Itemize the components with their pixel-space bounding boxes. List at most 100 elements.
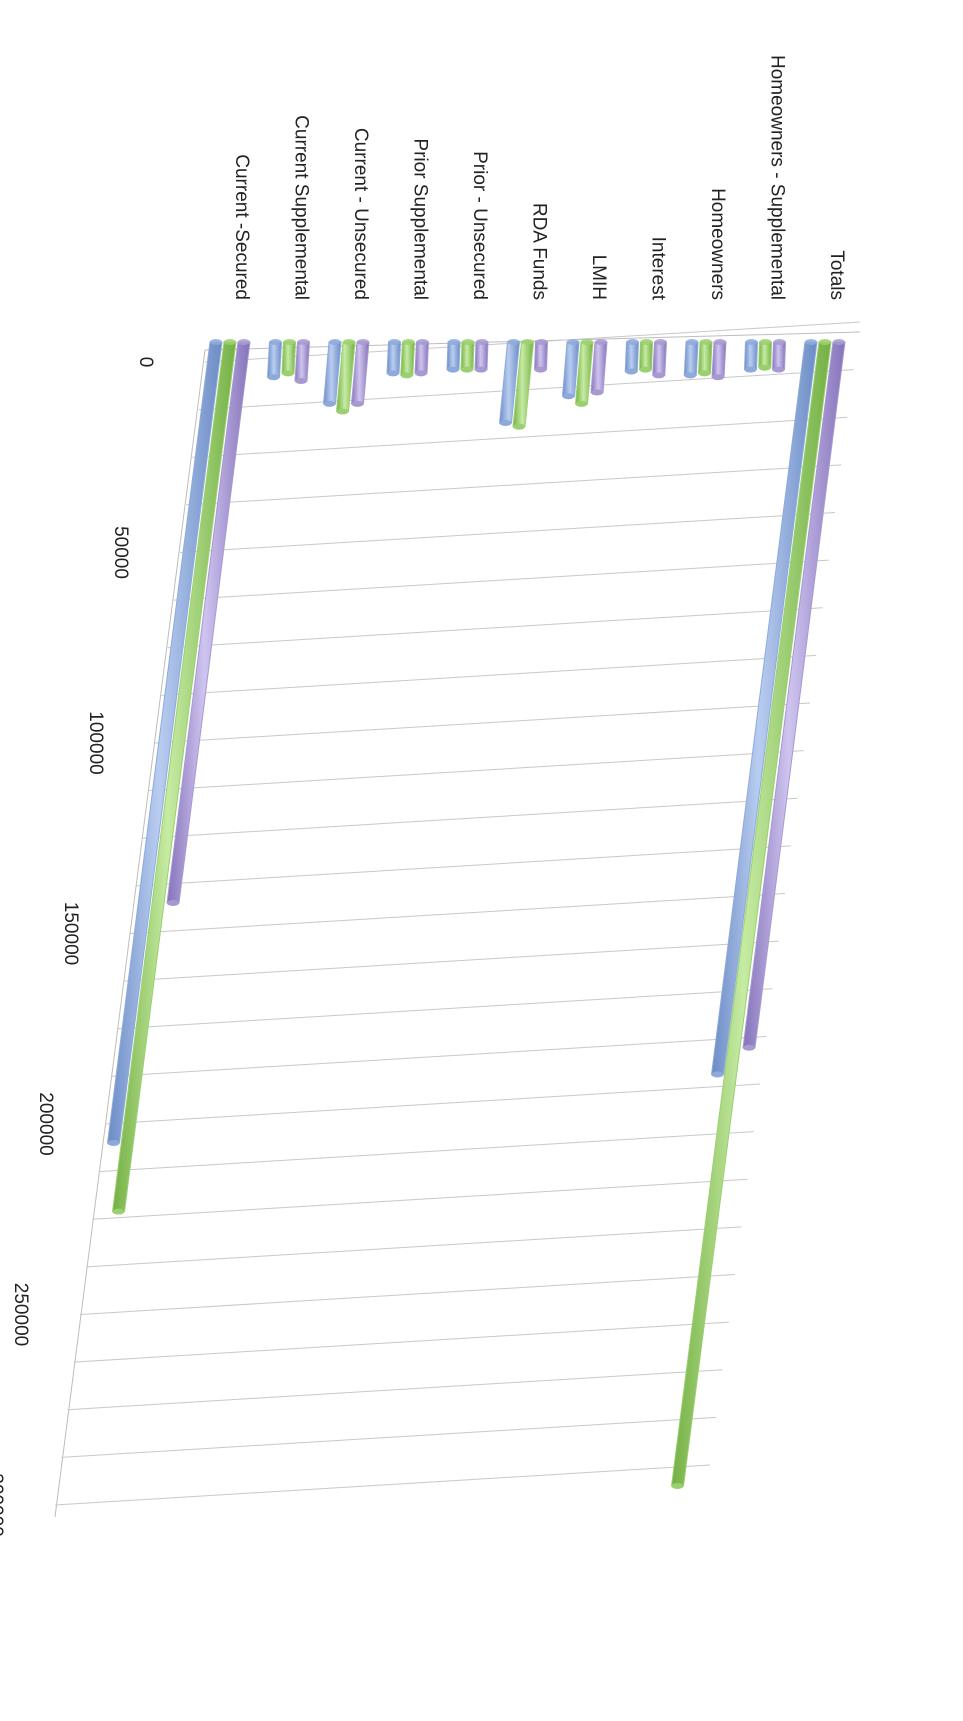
bar-base <box>224 339 236 345</box>
category-label: Homeowners <box>707 188 728 300</box>
bar-base <box>402 339 415 345</box>
bar <box>771 339 787 373</box>
gridline <box>92 1178 748 1220</box>
bar-body <box>743 341 759 371</box>
bar-base <box>567 339 579 345</box>
bar <box>400 339 416 379</box>
gridline <box>67 1369 723 1411</box>
bar-body <box>697 341 713 374</box>
bar-base <box>626 339 639 345</box>
bar <box>111 339 237 1215</box>
bar-base <box>535 339 548 345</box>
category-label: Current -Secured <box>231 154 252 300</box>
gridline <box>148 750 804 792</box>
bar-cap <box>772 366 785 373</box>
bar-base <box>833 339 845 345</box>
bar-body <box>266 341 283 378</box>
category-label: Interest <box>648 237 669 301</box>
bar-body <box>638 341 654 371</box>
bar <box>266 339 283 381</box>
bar <box>498 339 521 426</box>
bar-body <box>414 341 430 374</box>
bar-base <box>329 339 341 345</box>
tick-label: 250000 <box>10 1283 31 1346</box>
category-label: Totals <box>826 250 847 300</box>
gridline <box>186 464 842 506</box>
tick-label: 200000 <box>35 1092 56 1155</box>
bar <box>683 339 699 379</box>
bar-cap <box>591 389 603 396</box>
bar-body <box>533 341 549 371</box>
bar-body <box>758 341 773 369</box>
category-label: Current - Unsecured <box>350 128 371 300</box>
gridline <box>161 654 817 696</box>
bar-cap <box>499 419 512 426</box>
gridline <box>104 1083 761 1125</box>
bar <box>742 339 846 1051</box>
category-label: LMIH <box>588 255 609 300</box>
bar-cap <box>625 368 638 375</box>
gridline <box>61 1416 717 1458</box>
bar-cap <box>295 378 307 385</box>
gridline <box>192 416 848 458</box>
bar <box>294 339 311 385</box>
tick-label: 150000 <box>60 902 81 965</box>
bar-cap <box>447 366 459 373</box>
bar <box>350 339 370 407</box>
gridline <box>54 1464 711 1506</box>
bar-cap <box>575 400 588 407</box>
bar-cap <box>475 366 487 373</box>
bar <box>533 339 549 373</box>
bar <box>474 339 489 373</box>
bar-base <box>581 339 593 345</box>
bar <box>670 339 832 1489</box>
bar-body <box>106 341 223 1144</box>
bar-cap <box>652 372 665 379</box>
gridline <box>167 607 823 649</box>
gridlines <box>54 321 861 1506</box>
bar <box>106 339 223 1147</box>
bar-cap <box>671 1482 684 1489</box>
bar-cap <box>400 372 413 379</box>
bar-base <box>805 339 817 345</box>
bar-body <box>670 341 832 1487</box>
bar-cap <box>107 1140 120 1147</box>
category-label: Current Supplemental <box>291 115 312 300</box>
bar-base <box>773 339 786 345</box>
bar-base <box>654 339 667 345</box>
bar-body <box>624 341 640 373</box>
bar <box>166 339 251 907</box>
bar-cap <box>711 1071 724 1078</box>
gridline <box>111 1035 767 1077</box>
bar-cap <box>323 400 336 407</box>
bar-cap <box>684 372 697 379</box>
bar <box>624 339 640 375</box>
bar <box>281 339 297 377</box>
bar-base <box>759 339 772 345</box>
bar-cap <box>562 393 575 400</box>
bar-cap <box>461 366 473 373</box>
bar-cap <box>513 423 525 430</box>
tick-label: 300000 <box>0 1473 6 1536</box>
bar-body <box>294 341 311 382</box>
category-labels: Current -Secured Current Supplemental Curr… <box>231 55 847 301</box>
bar-base <box>745 339 758 345</box>
bar-base <box>343 339 355 345</box>
bar <box>697 339 713 377</box>
bar-base <box>819 339 831 345</box>
bar-base <box>476 339 488 345</box>
bar <box>758 339 773 371</box>
gridline <box>173 559 829 601</box>
bar-cap <box>534 366 547 373</box>
bar <box>414 339 430 377</box>
gridline <box>79 1274 736 1315</box>
bar-cap <box>282 370 294 377</box>
bar-body <box>386 341 402 374</box>
bar-body <box>460 341 475 371</box>
tick-label: 100000 <box>85 711 106 774</box>
bar <box>710 339 818 1078</box>
bar <box>460 339 475 373</box>
gridline <box>154 702 811 744</box>
bar-base <box>462 339 474 345</box>
